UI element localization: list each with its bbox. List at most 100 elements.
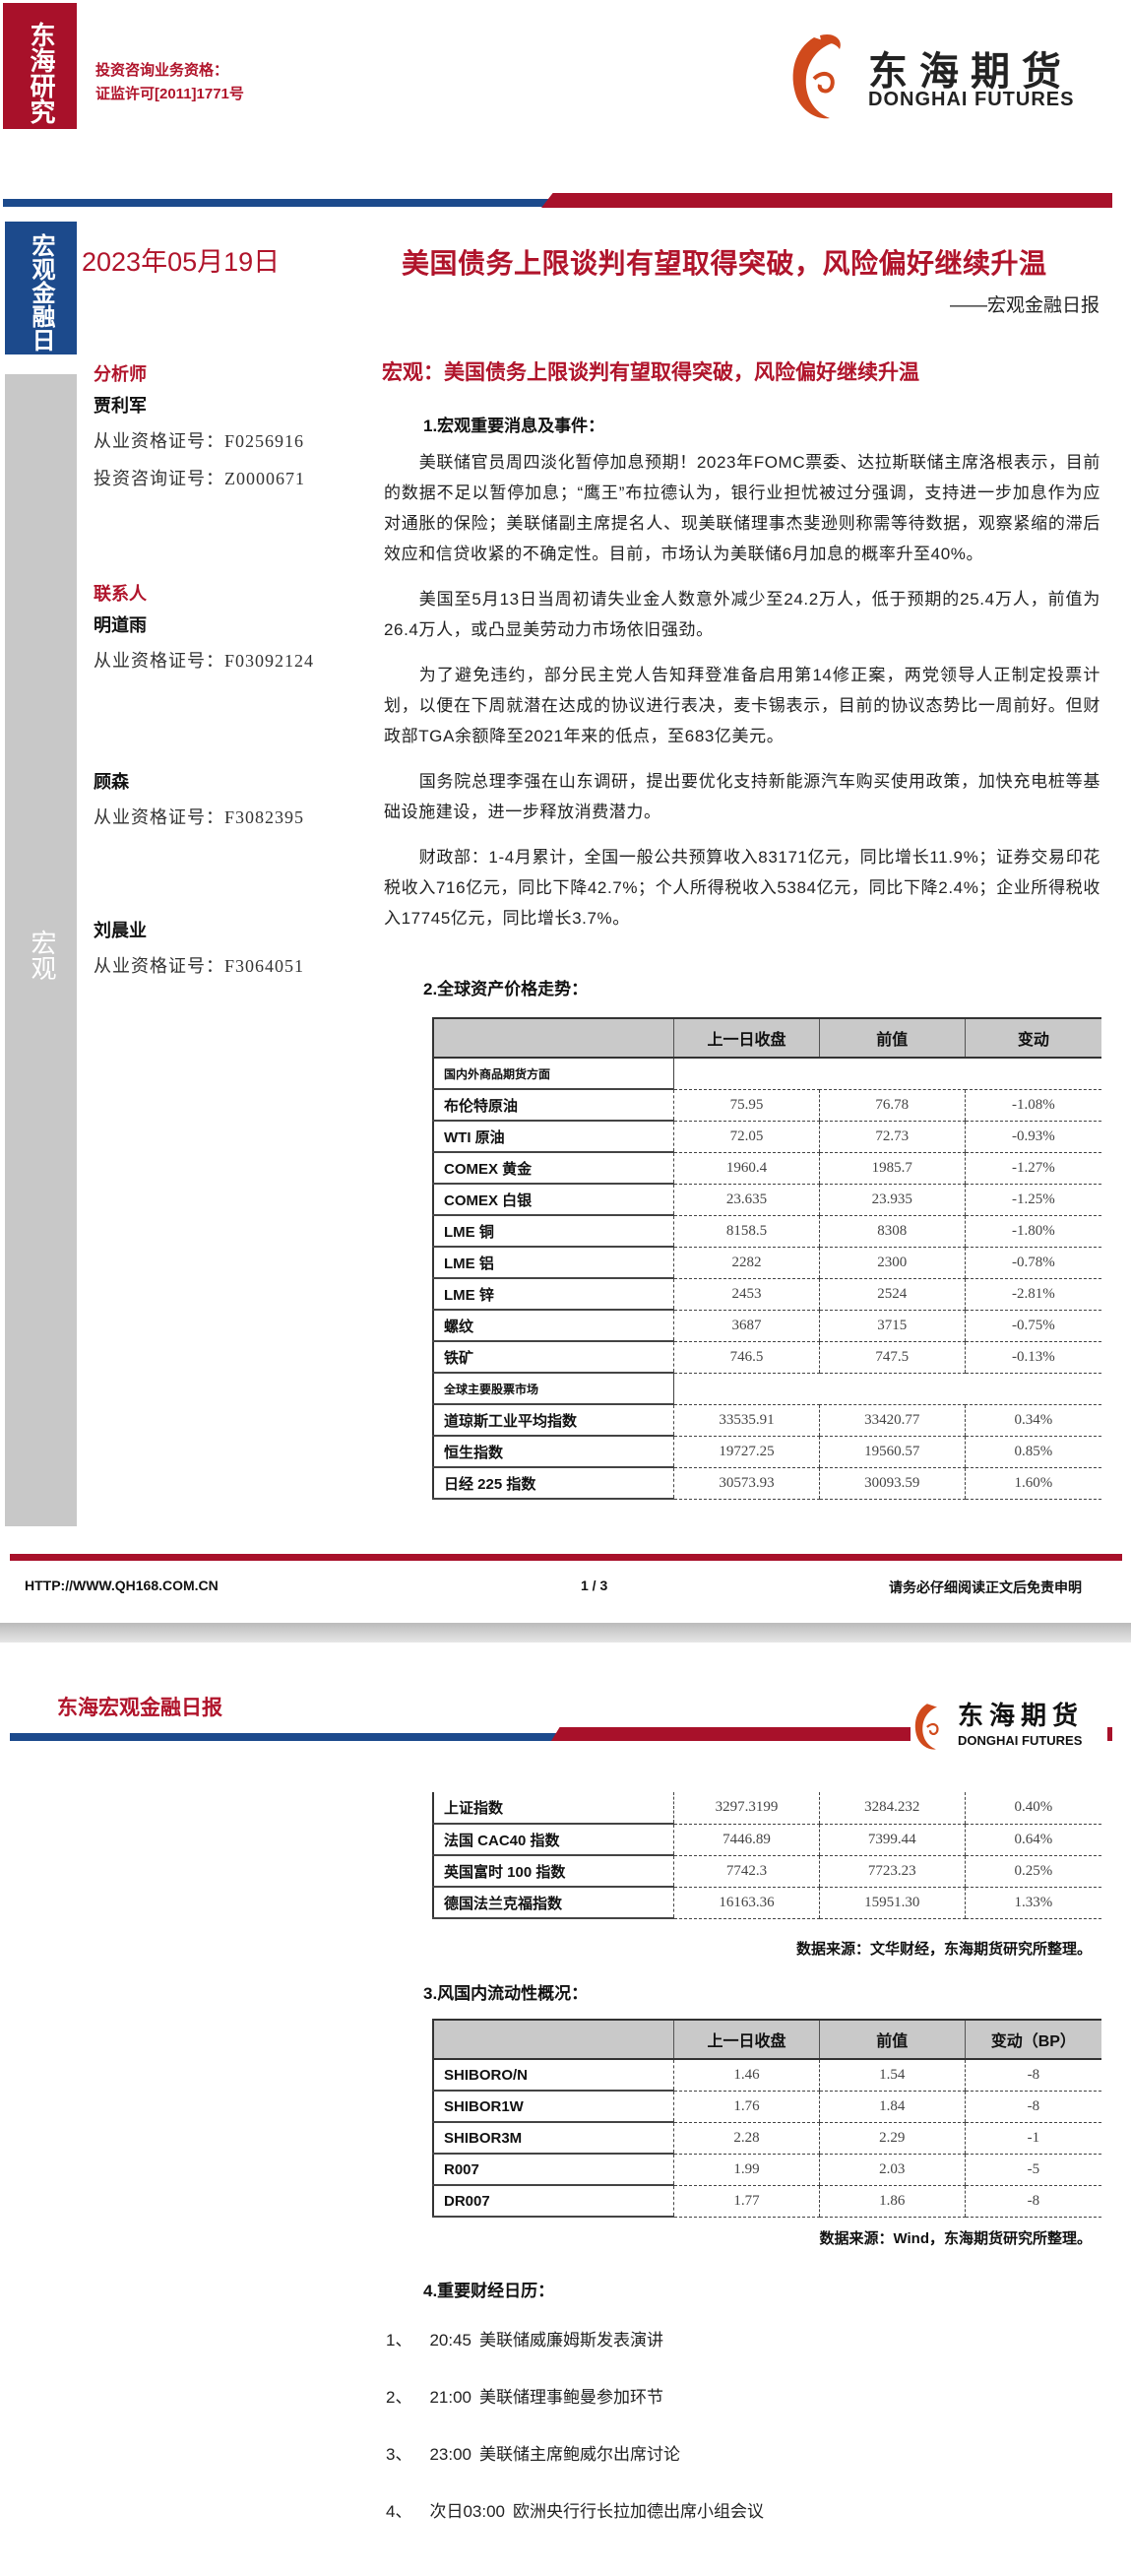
table-row: 铁矿 746.5 747.5 -0.13% [433, 1341, 1101, 1374]
contact-name: 刘晨业 [94, 921, 147, 941]
table-row: 恒生指数 19727.25 19560.57 0.85% [433, 1436, 1101, 1468]
page2-logo: 东海期货 DONGHAI FUTURES [911, 1684, 1107, 1768]
calendar-item-number: 3、 [386, 2445, 412, 2464]
change: -0.78% [964, 1247, 1101, 1279]
logo-text-en: DONGHAI FUTURES [958, 1733, 1083, 1748]
contact-cert: 从业资格证号：F03092124 [94, 651, 315, 671]
heading-liquidity: 3.风国内流动性概况： [423, 1984, 589, 2003]
row-label: 铁矿 [433, 1341, 674, 1374]
row-label: 布伦特原油 [433, 1089, 674, 1122]
row-label: 恒生指数 [433, 1436, 674, 1468]
asset-price-table-continued: 上证指数 3297.3199 3284.232 0.40% 法国 CAC40 指数 744… [432, 1792, 1101, 1919]
license-label: 投资咨询业务资格： [95, 62, 229, 79]
row-label: R007 [433, 2154, 674, 2186]
table-header-row: 上一日收盘 前值 变动（BP） [433, 2019, 1101, 2060]
page-separator [0, 1623, 1131, 1642]
change: -1.27% [964, 1152, 1101, 1185]
table-row: R007 1.99 2.03 -5 [433, 2154, 1101, 2186]
last-close: 75.95 [673, 1089, 820, 1122]
calendar-item: 3、 23:00 美联储主席鲍威尔出席讨论 [386, 2440, 680, 2465]
last-close: 1.76 [673, 2091, 820, 2123]
analyst-cert: 从业资格证号：F0256916 [94, 431, 305, 451]
page2-header-title: 东海宏观金融日报 [57, 1697, 222, 1719]
calendar-item-number: 2、 [386, 2388, 412, 2407]
heading-macro-events: 1.宏观重要消息及事件： [423, 417, 605, 435]
previous-value: 30093.59 [818, 1467, 966, 1500]
section-row: 全球主要股票市场 [433, 1373, 1101, 1405]
table-row: 英国富时 100 指数 7742.3 7723.23 0.25% [433, 1855, 1101, 1888]
license-info: 投资咨询业务资格： 证监许可[2011]1771号 [95, 59, 244, 106]
calendar-item-event: 美联储主席鲍威尔出席讨论 [479, 2445, 681, 2464]
last-close: 1.77 [673, 2185, 820, 2218]
report-type-tag: 宏观金融日报 [5, 222, 77, 354]
last-close: 1.99 [673, 2154, 820, 2186]
column-header: 前值 [818, 2019, 966, 2060]
calendar-item-event: 欧洲央行行长拉加德出席小组会议 [513, 2502, 765, 2521]
table-row: 布伦特原油 75.95 76.78 -1.08% [433, 1089, 1101, 1122]
last-close: 2453 [673, 1278, 820, 1311]
row-label: 上证指数 [433, 1792, 674, 1825]
calendar-item-time: 次日03:00 [429, 2502, 506, 2521]
change: 0.34% [964, 1404, 1101, 1437]
change: -8 [964, 2091, 1101, 2123]
calendar-item-number: 4、 [386, 2502, 412, 2521]
table-header-row: 上一日收盘 前值 变动 [433, 1017, 1101, 1059]
last-close: 33535.91 [673, 1404, 820, 1437]
table-row: 道琼斯工业平均指数 33535.91 33420.77 0.34% [433, 1404, 1101, 1437]
header-stripe-red [541, 193, 1112, 208]
last-close: 30573.93 [673, 1467, 820, 1500]
section-spacer [673, 1373, 1101, 1405]
previous-value: 1985.7 [818, 1152, 966, 1185]
table-row: 日经 225 指数 30573.93 30093.59 1.60% [433, 1467, 1101, 1500]
column-header: 前值 [818, 1017, 966, 1059]
table-row: SHIBOR1W 1.76 1.84 -8 [433, 2091, 1101, 2123]
column-header: 变动（BP） [964, 2019, 1101, 2060]
last-close: 8158.5 [673, 1215, 820, 1248]
section-spacer [673, 1058, 1101, 1090]
row-label: WTI 原油 [433, 1121, 674, 1153]
calendar-item: 4、 次日03:00 欧洲央行行长拉加德出席小组会议 [386, 2497, 764, 2522]
header-stripe-blue [3, 199, 549, 207]
table-row: SHIBORO/N 1.46 1.54 -8 [433, 2059, 1101, 2092]
column-header: 上一日收盘 [673, 2019, 820, 2060]
change: 1.60% [964, 1467, 1101, 1500]
table-row: 法国 CAC40 指数 7446.89 7399.44 0.64% [433, 1824, 1101, 1856]
calendar-item: 2、 21:00 美联储理事鲍曼参加环节 [386, 2383, 663, 2408]
row-label: SHIBOR1W [433, 2091, 674, 2123]
row-label: 日经 225 指数 [433, 1467, 674, 1500]
last-close: 16163.36 [673, 1887, 820, 1919]
row-label: COMEX 黄金 [433, 1152, 674, 1185]
column-header: 上一日收盘 [673, 1017, 820, 1059]
last-close: 72.05 [673, 1121, 820, 1153]
row-label: SHIBORO/N [433, 2059, 674, 2092]
change: -8 [964, 2059, 1101, 2092]
analyst-label: 分析师 [94, 364, 147, 385]
footer-url[interactable]: HTTP://WWW.QH168.COM.CN [25, 1578, 219, 1593]
previous-value: 19560.57 [818, 1436, 966, 1468]
section-title: 宏观：美国债务上限谈判有望取得突破，风险偏好继续升温 [382, 361, 919, 384]
row-label: 德国法兰克福指数 [433, 1887, 674, 1919]
previous-value: 72.73 [818, 1121, 966, 1153]
table-row: LME 铜 8158.5 8308 -1.80% [433, 1215, 1101, 1248]
column-header: 变动 [964, 1017, 1101, 1059]
table2-source: 数据来源：Wind，东海期货研究所整理。 [819, 2230, 1092, 2247]
previous-value: 1.84 [818, 2091, 966, 2123]
table-row: COMEX 白银 23.635 23.935 -1.25% [433, 1184, 1101, 1216]
previous-value: 747.5 [818, 1341, 966, 1374]
logo: 东海期货 DONGHAI FUTURES [785, 30, 1109, 123]
change: 0.85% [964, 1436, 1101, 1468]
footer-disclaimer: 请务必仔细阅读正文后免责申明 [889, 1579, 1082, 1595]
report-subtitle: ——宏观金融日报 [949, 295, 1100, 316]
column-header [433, 2019, 674, 2060]
row-label: 法国 CAC40 指数 [433, 1824, 674, 1856]
last-close: 3687 [673, 1310, 820, 1342]
row-label: 英国富时 100 指数 [433, 1855, 674, 1888]
row-label: SHIBOR3M [433, 2122, 674, 2155]
table-row: COMEX 黄金 1960.4 1985.7 -1.27% [433, 1152, 1101, 1185]
page-number: 1 / 3 [581, 1578, 608, 1593]
change: 0.64% [964, 1824, 1101, 1856]
news-paragraph: 为了避免违约，部分民主党人告知拜登准备启用第14修正案，两党领导人正制定投票计划… [384, 666, 1100, 745]
news-paragraph: 国务院总理李强在山东调研，提出要优化支持新能源汽车购买使用政策，加快充电桩等基础… [384, 772, 1100, 821]
change: -1 [964, 2122, 1101, 2155]
change: -1.08% [964, 1089, 1101, 1122]
